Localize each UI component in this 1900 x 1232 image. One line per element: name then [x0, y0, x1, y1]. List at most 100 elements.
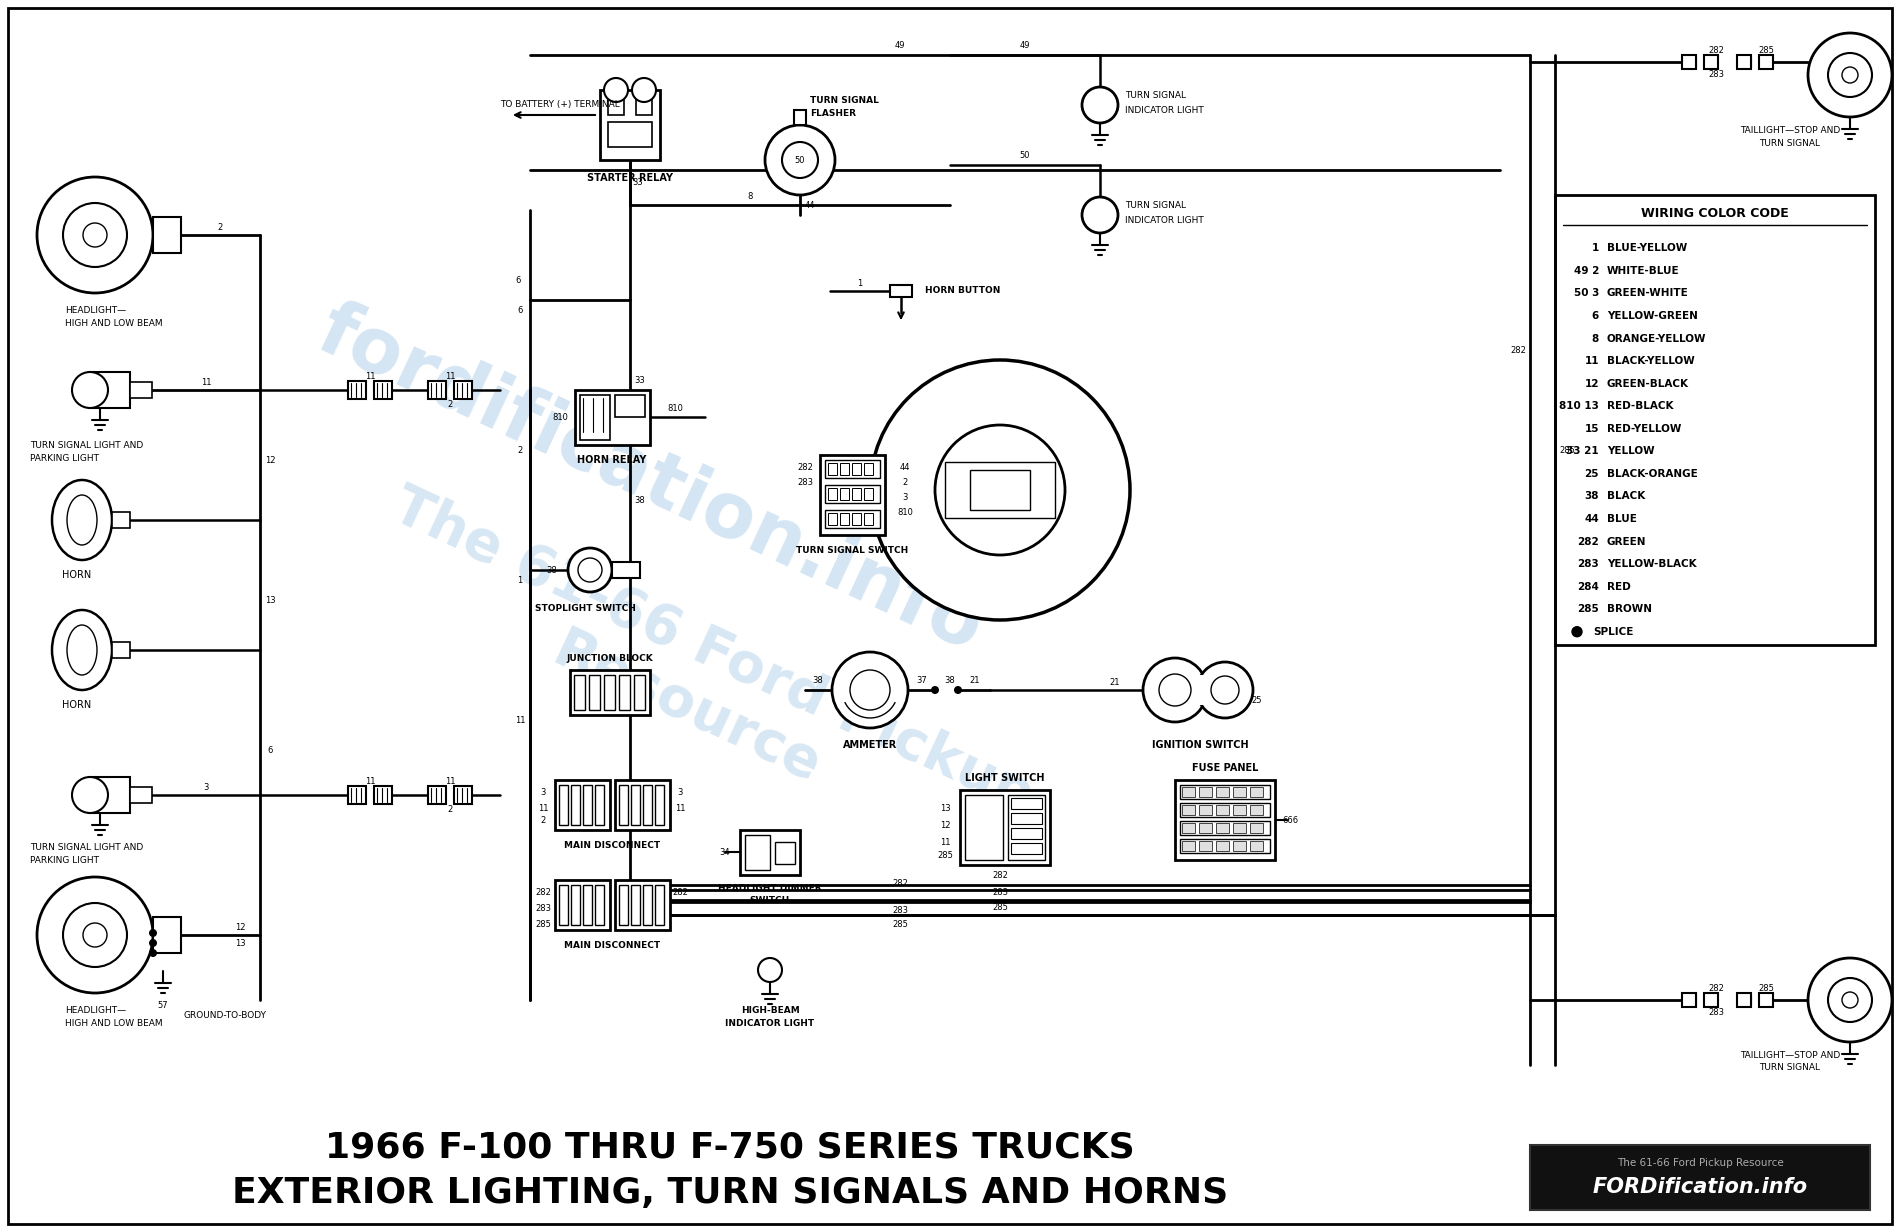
Text: TURN SIGNAL: TURN SIGNAL — [809, 96, 880, 105]
Bar — [1233, 804, 1246, 816]
Text: 12: 12 — [1585, 378, 1600, 388]
Text: 6: 6 — [1592, 310, 1600, 322]
Text: 38: 38 — [813, 675, 823, 685]
Text: 285: 285 — [1560, 446, 1575, 455]
Bar — [851, 488, 861, 500]
Text: 38: 38 — [944, 675, 956, 685]
Bar — [555, 780, 610, 830]
Text: 6: 6 — [515, 276, 521, 285]
Circle shape — [1159, 674, 1191, 706]
Bar — [1233, 841, 1246, 851]
Bar — [794, 110, 806, 124]
Bar — [595, 885, 604, 925]
Bar — [864, 513, 872, 525]
Text: 11: 11 — [1585, 356, 1600, 366]
Text: 13: 13 — [264, 595, 276, 605]
Text: STOPLIGHT SWITCH: STOPLIGHT SWITCH — [534, 604, 635, 612]
Bar — [1180, 839, 1269, 853]
Ellipse shape — [66, 625, 97, 675]
Text: 282: 282 — [1708, 46, 1723, 54]
Text: 285: 285 — [1758, 983, 1775, 993]
Bar — [828, 488, 838, 500]
Text: 38: 38 — [547, 565, 557, 574]
Bar — [608, 95, 623, 115]
Bar — [600, 90, 659, 160]
Text: BLACK-YELLOW: BLACK-YELLOW — [1607, 356, 1695, 366]
Bar — [1250, 841, 1264, 851]
Bar — [825, 485, 880, 503]
Text: WIRING COLOR CODE: WIRING COLOR CODE — [1642, 207, 1790, 219]
Circle shape — [931, 686, 939, 694]
Text: 810 13: 810 13 — [1560, 402, 1600, 411]
Bar — [828, 463, 838, 476]
Bar — [739, 830, 800, 875]
Bar — [1180, 821, 1269, 835]
Text: 37: 37 — [916, 675, 927, 685]
Bar — [572, 885, 580, 925]
Text: 282: 282 — [1577, 536, 1600, 547]
Text: 34: 34 — [720, 848, 730, 856]
Bar — [1180, 803, 1269, 817]
Circle shape — [568, 548, 612, 593]
Ellipse shape — [66, 495, 97, 545]
Text: 2: 2 — [517, 446, 523, 455]
Circle shape — [84, 223, 106, 246]
Bar — [428, 786, 446, 804]
Bar — [1250, 823, 1264, 833]
Circle shape — [954, 686, 961, 694]
Bar — [570, 670, 650, 715]
Bar — [1233, 823, 1246, 833]
Text: TAILLIGHT—STOP AND: TAILLIGHT—STOP AND — [1740, 126, 1839, 134]
Circle shape — [1828, 53, 1872, 97]
Text: 2: 2 — [446, 399, 452, 409]
Text: HORN BUTTON: HORN BUTTON — [925, 286, 1001, 294]
Text: YELLOW-BLACK: YELLOW-BLACK — [1607, 559, 1697, 569]
Bar — [428, 381, 446, 399]
Text: HEADLIGHT—: HEADLIGHT— — [65, 306, 125, 314]
Bar — [595, 785, 604, 825]
Text: 283: 283 — [1577, 559, 1600, 569]
Bar — [619, 675, 631, 710]
Text: 8: 8 — [1592, 334, 1600, 344]
Text: 282: 282 — [1510, 345, 1526, 355]
Text: 8: 8 — [747, 191, 752, 201]
Bar — [559, 885, 568, 925]
Bar — [1682, 55, 1697, 69]
Bar — [1759, 993, 1773, 1007]
Bar — [1199, 823, 1212, 833]
Text: 11: 11 — [445, 372, 456, 381]
Text: SWITCH: SWITCH — [750, 896, 790, 904]
Circle shape — [1197, 662, 1252, 718]
Text: 285: 285 — [1758, 46, 1775, 54]
Text: 283: 283 — [796, 478, 813, 487]
Bar — [944, 462, 1054, 517]
Text: 38: 38 — [635, 495, 646, 504]
Bar — [1170, 675, 1229, 705]
Text: 282: 282 — [536, 887, 551, 897]
Bar — [1250, 787, 1264, 797]
Circle shape — [1571, 627, 1583, 637]
Bar — [851, 463, 861, 476]
Text: 33 21: 33 21 — [1566, 446, 1600, 456]
Bar — [828, 513, 838, 525]
Text: TURN SIGNAL LIGHT AND: TURN SIGNAL LIGHT AND — [30, 441, 142, 450]
Text: 285: 285 — [937, 850, 954, 860]
Text: 50: 50 — [1020, 150, 1030, 159]
Text: 3: 3 — [902, 493, 908, 501]
Text: RED-YELLOW: RED-YELLOW — [1607, 424, 1682, 434]
Bar — [129, 382, 152, 398]
Bar — [1199, 804, 1212, 816]
Circle shape — [758, 958, 783, 982]
Text: 21: 21 — [1110, 678, 1121, 686]
Text: 666: 666 — [1282, 816, 1298, 824]
Circle shape — [84, 923, 106, 947]
Bar — [1199, 841, 1212, 851]
Circle shape — [1081, 197, 1117, 233]
Text: 11: 11 — [201, 377, 211, 387]
Bar — [821, 455, 885, 535]
Bar — [89, 777, 129, 813]
Circle shape — [578, 558, 602, 582]
Circle shape — [783, 142, 819, 177]
Text: RED: RED — [1607, 582, 1630, 591]
Bar — [112, 642, 129, 658]
